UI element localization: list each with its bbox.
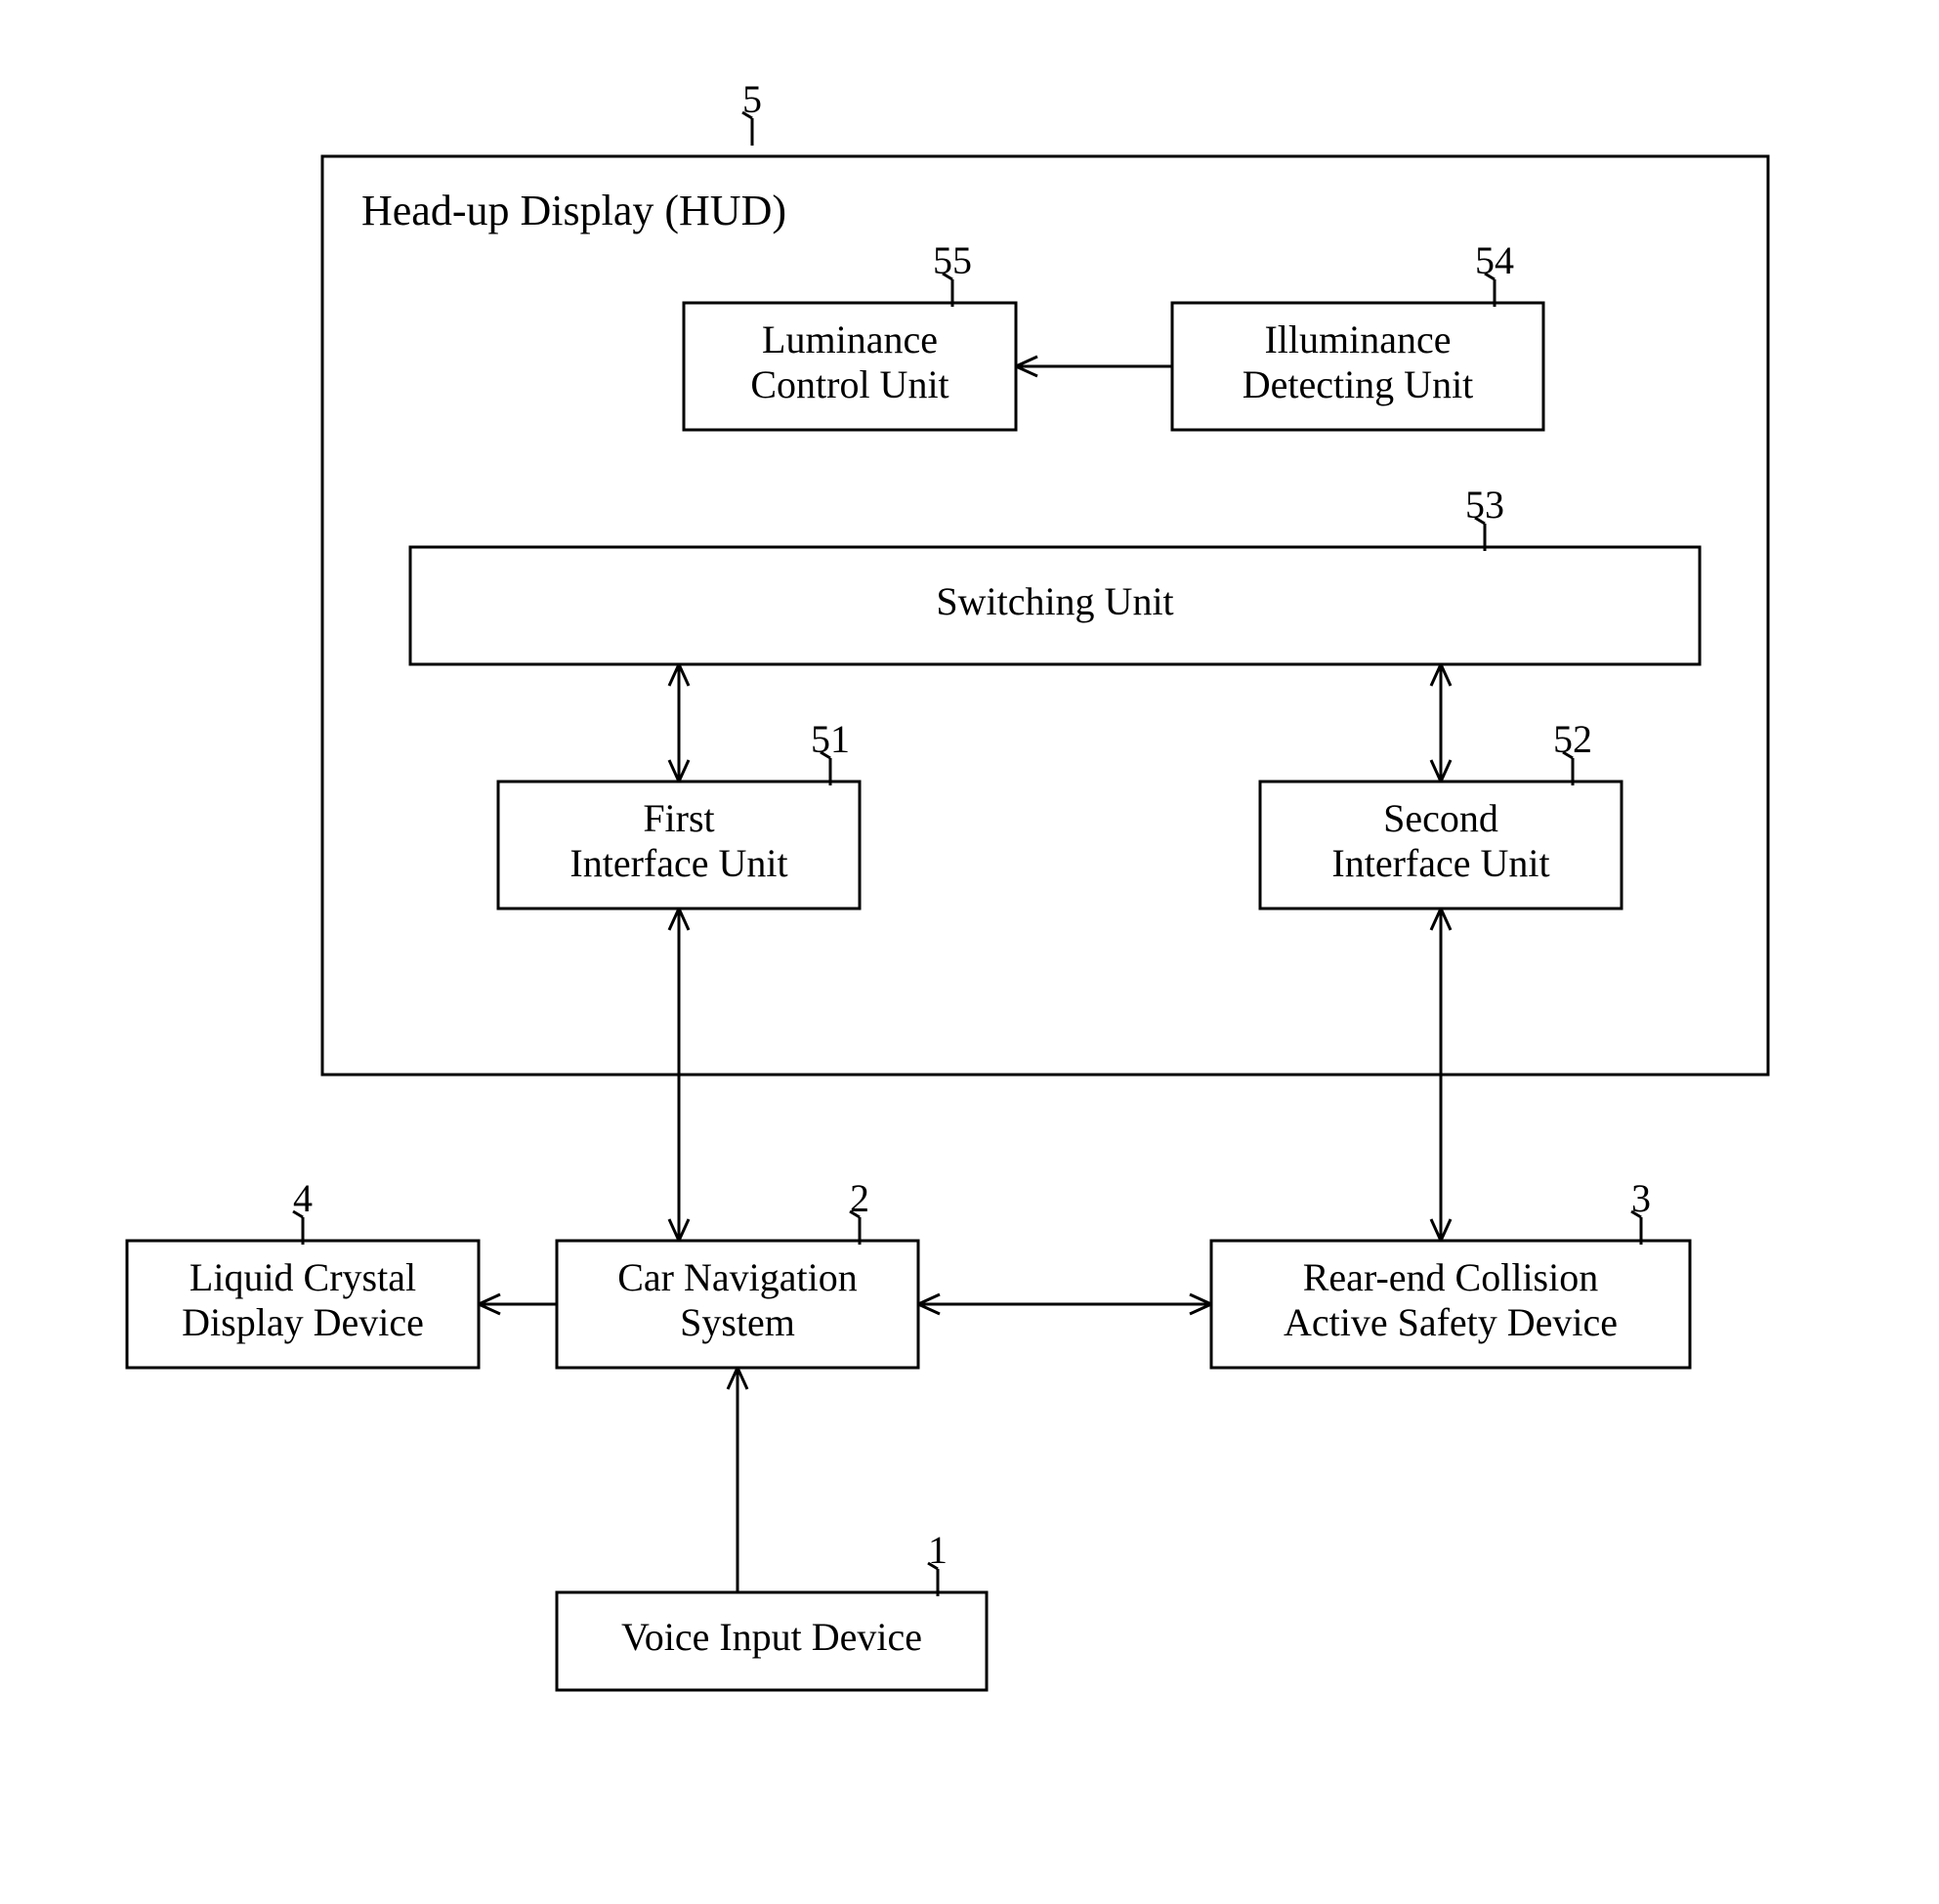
box-lcd-label-1: Display Device [182,1300,424,1344]
box-lcd-label-0: Liquid Crystal [190,1255,416,1299]
box-second_if-label-0: Second [1383,796,1498,840]
box-illuminance-label-1: Detecting Unit [1243,362,1474,406]
ref-illuminance: 54 [1475,238,1514,282]
box-carnav-label-1: System [680,1300,795,1344]
box-carnav-label-0: Car Navigation [617,1255,858,1299]
box-first_if-label-0: First [643,796,714,840]
box-luminance-label-1: Control Unit [750,362,948,406]
container-hud-title: Head-up Display (HUD) [361,187,786,234]
ref-second_if: 52 [1553,717,1592,761]
ref-luminance: 55 [933,238,972,282]
box-switching-label-0: Switching Unit [936,579,1173,623]
box-rear-label-0: Rear-end Collision [1303,1255,1598,1299]
box-luminance-label-0: Luminance [762,317,938,361]
diagram-canvas: Head-up Display (HUD)5LuminanceControl U… [0,0,1939,1904]
ref-first_if: 51 [811,717,850,761]
box-illuminance-label-0: Illuminance [1264,317,1451,361]
box-voice-label-0: Voice Input Device [621,1615,922,1659]
box-first_if-label-1: Interface Unit [569,841,787,885]
box-rear-label-1: Active Safety Device [1284,1300,1618,1344]
box-second_if-label-1: Interface Unit [1331,841,1549,885]
ref-switching: 53 [1465,483,1504,527]
